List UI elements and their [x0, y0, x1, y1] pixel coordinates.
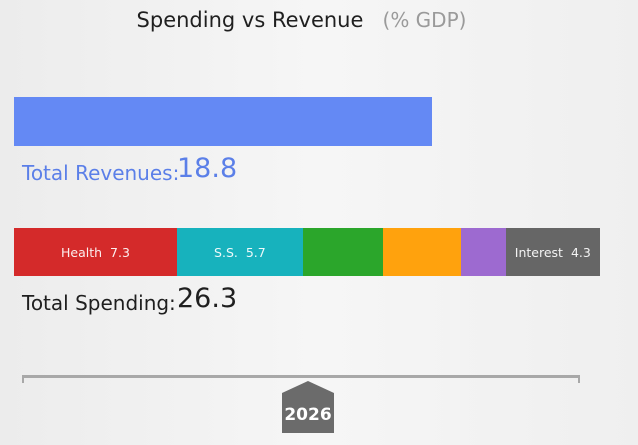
revenue-bar — [14, 97, 432, 146]
spending-segment-s-s: S.S. 5.7 — [176, 228, 303, 276]
year-slider-handle[interactable]: 2026 — [282, 381, 334, 433]
year-slider-track[interactable] — [22, 375, 580, 378]
spending-segment-4 — [383, 228, 461, 276]
spending-bar: Health 7.3 S.S. 5.7 Interest 4.3 — [14, 228, 600, 276]
slider-end-cap — [578, 375, 580, 383]
page-title: Spending vs Revenue — [136, 8, 364, 32]
segment-name: S.S. — [214, 244, 238, 260]
segment-value: 7.3 — [110, 244, 130, 260]
segment-value: 5.7 — [245, 244, 266, 260]
spending-value: 26.3 — [177, 283, 238, 314]
chart-title-row: Spending vs Revenue (% GDP) — [0, 8, 603, 32]
revenue-value: 18.8 — [177, 153, 238, 184]
revenue-label: Total Revenues: — [22, 161, 180, 185]
segment-name: Interest — [514, 244, 563, 260]
spending-label: Total Spending: — [22, 291, 176, 315]
segment-value: 4.3 — [570, 244, 591, 260]
slider-start-cap — [22, 375, 24, 383]
spending-segment-5 — [460, 228, 506, 276]
year-label: 2026 — [284, 405, 332, 425]
spending-segment-health: Health 7.3 — [14, 228, 177, 276]
segment-name: Health — [60, 244, 103, 260]
spending-segment-3 — [302, 228, 384, 276]
slider-handle-shape — [282, 381, 334, 433]
spending-segment-interest: Interest 4.3 — [505, 228, 600, 276]
page-subtitle: (% GDP) — [382, 8, 467, 32]
